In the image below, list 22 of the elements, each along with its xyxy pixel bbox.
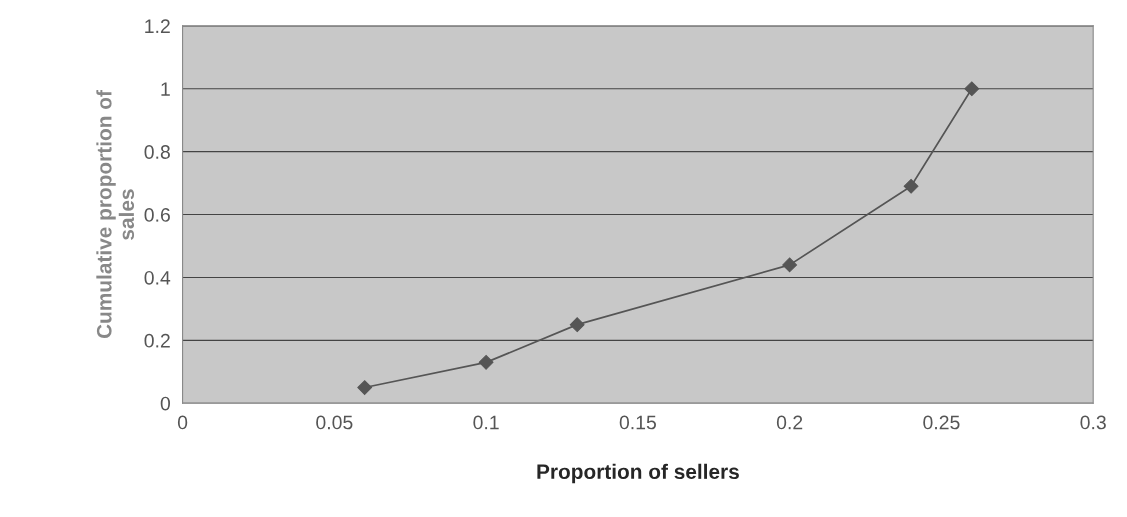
x-axis-title: Proportion of sellers xyxy=(537,463,739,484)
y-tick-label: 0 xyxy=(160,396,171,411)
x-tick-label: 0.1 xyxy=(473,415,499,430)
y-tick-label: 1 xyxy=(161,82,170,96)
point xyxy=(357,380,373,395)
y-axis-title: Cumulative proportion of sales xyxy=(96,90,135,339)
x-tick-label: 0.3 xyxy=(1080,415,1106,430)
y-tick-label: 0.6 xyxy=(144,208,170,222)
x-tick-label: 0 xyxy=(177,415,188,430)
x-tick-label: 0.05 xyxy=(316,415,353,430)
point xyxy=(782,257,798,273)
x-tick-label: 0.25 xyxy=(923,415,960,430)
point xyxy=(903,178,919,194)
point xyxy=(964,81,980,97)
y-tick-label: 1.2 xyxy=(145,19,170,33)
point xyxy=(478,354,494,370)
point xyxy=(569,317,585,333)
y-tick-label: 0.4 xyxy=(144,270,171,285)
x-tick-label: 0.15 xyxy=(619,415,656,430)
y-tick-label: 0.8 xyxy=(144,145,170,159)
y-tick-label: 0.2 xyxy=(144,333,170,348)
x-tick-label: 0.2 xyxy=(776,415,803,430)
